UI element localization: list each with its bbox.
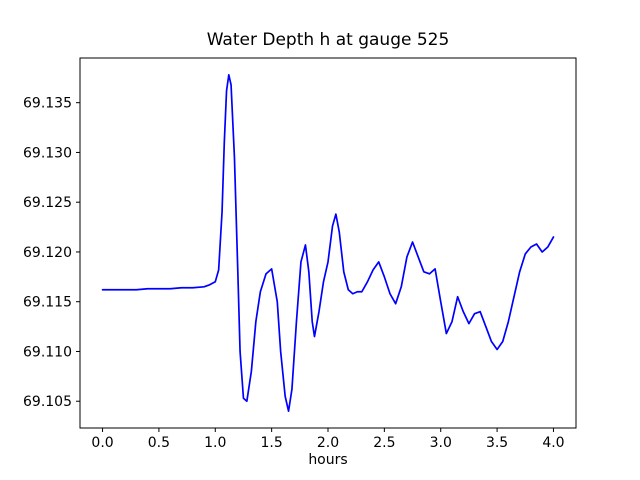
x-tick-label: 1.5 — [261, 435, 283, 451]
x-tick-label: 0.5 — [148, 435, 170, 451]
x-tick-label: 3.0 — [430, 435, 452, 451]
y-tick-label: 69.125 — [23, 195, 72, 211]
y-tick-label: 69.130 — [23, 145, 72, 161]
plot-border — [79, 57, 577, 429]
y-tick-label: 69.115 — [23, 295, 72, 311]
x-tick-label: 3.5 — [486, 435, 508, 451]
x-tick-label: 0.0 — [91, 435, 113, 451]
y-axis-ticks: 69.105 69.110 69.115 69.120 69.125 69.130 69.1… — [23, 96, 80, 410]
x-tick-label: 2.5 — [373, 435, 395, 451]
y-tick-label: 69.105 — [23, 394, 72, 410]
x-tick-label: 2.0 — [317, 435, 339, 451]
chart-title: Water Depth h at gauge 525 — [207, 30, 450, 50]
y-tick-label: 69.135 — [23, 96, 72, 112]
y-tick-label: 69.110 — [23, 344, 72, 360]
x-axis-ticks: 0.0 0.5 1.0 1.5 2.0 2.5 3.0 3.5 4.0 — [91, 428, 565, 451]
x-axis-label: hours — [308, 452, 347, 468]
x-tick-label: 4.0 — [542, 435, 564, 451]
water-depth-line — [101, 73, 555, 413]
y-tick-label: 69.120 — [23, 245, 72, 261]
x-tick-label: 1.0 — [204, 435, 226, 451]
